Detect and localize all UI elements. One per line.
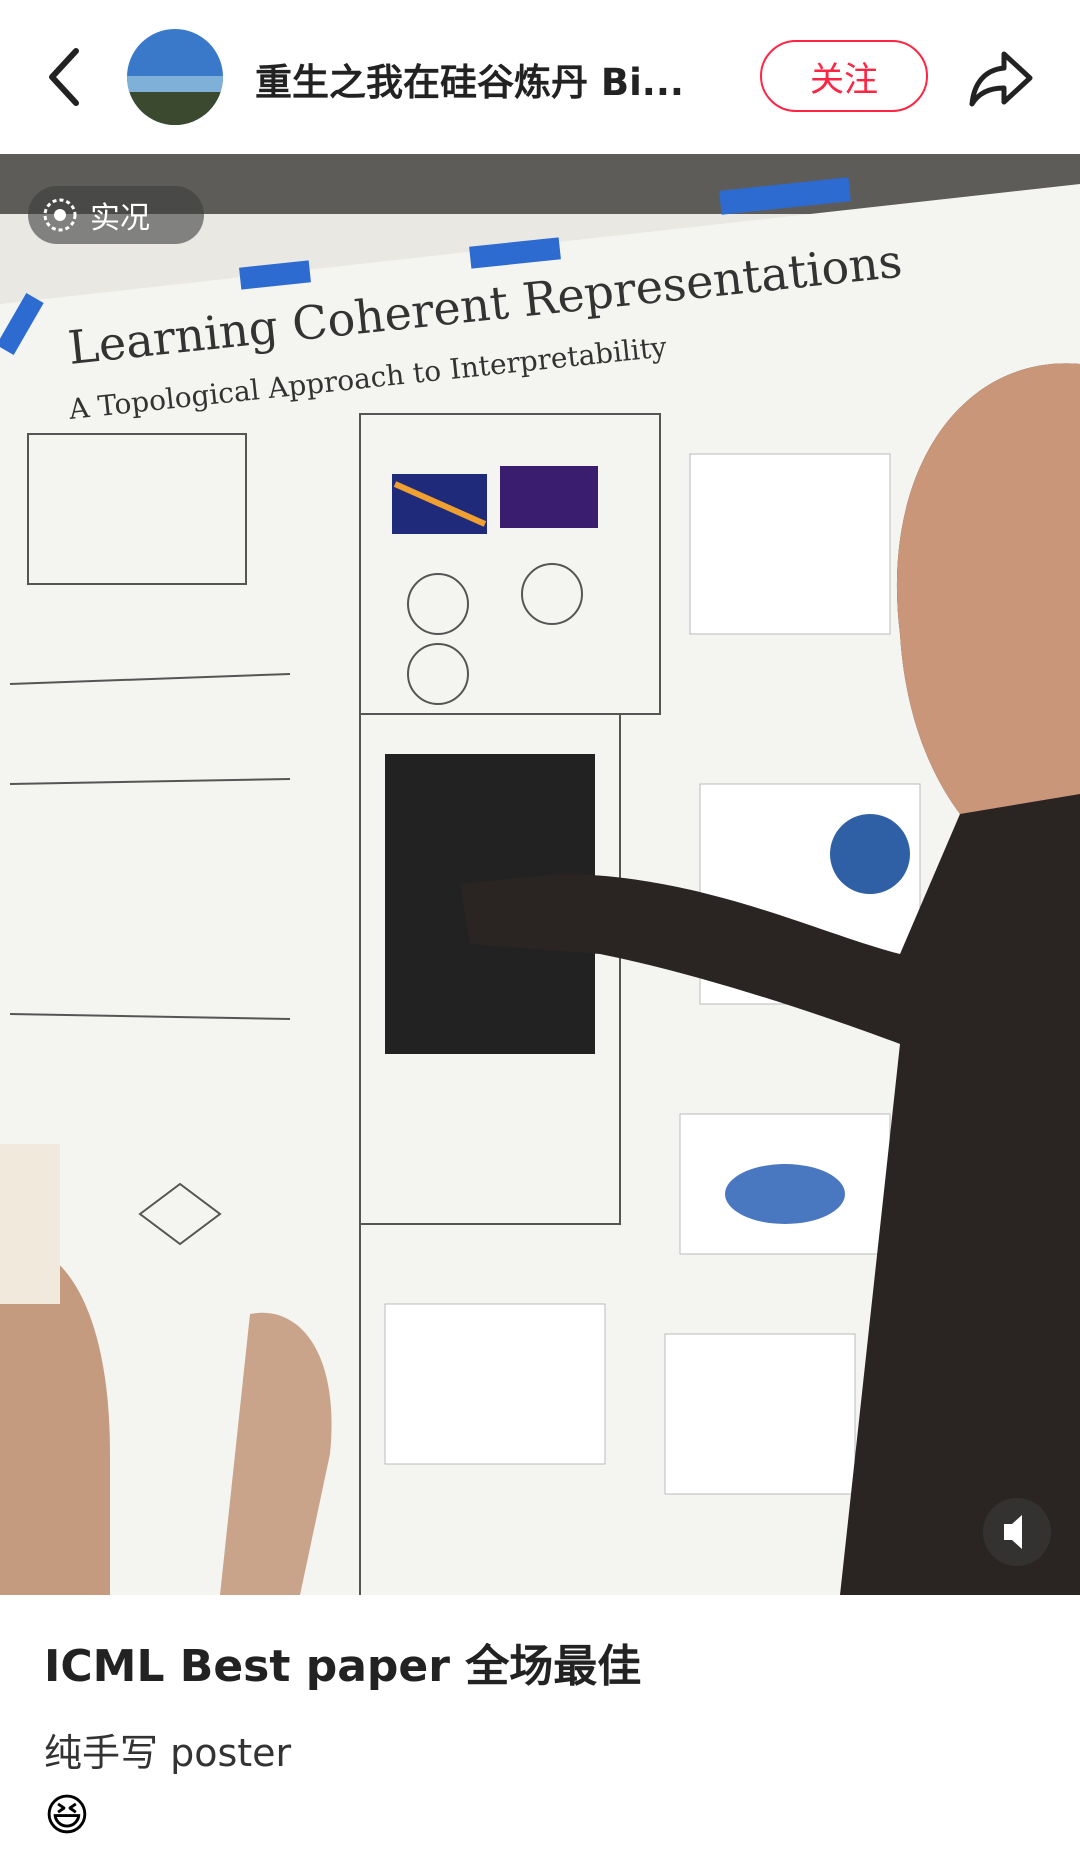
username[interactable]: 重生之我在硅谷炼丹 Bi... (255, 61, 684, 104)
post-body: 纯手写 poster (44, 1731, 292, 1775)
follow-button[interactable]: 关注 (760, 40, 928, 112)
post-title: ICML Best paper 全场最佳 (44, 1641, 642, 1692)
header: 重生之我在硅谷炼丹 Bi... 关注 (0, 0, 1080, 154)
poster-sketches (9, 413, 661, 1595)
emoji: 😆 (44, 1790, 90, 1841)
share-button[interactable] (968, 48, 1034, 108)
back-button[interactable] (40, 45, 90, 109)
live-icon (43, 198, 77, 232)
photo[interactable]: Learning Coherent Representations A Topo… (0, 154, 1080, 1595)
mute-icon (1004, 1515, 1022, 1549)
avatar[interactable] (126, 28, 224, 126)
tape (0, 177, 851, 355)
